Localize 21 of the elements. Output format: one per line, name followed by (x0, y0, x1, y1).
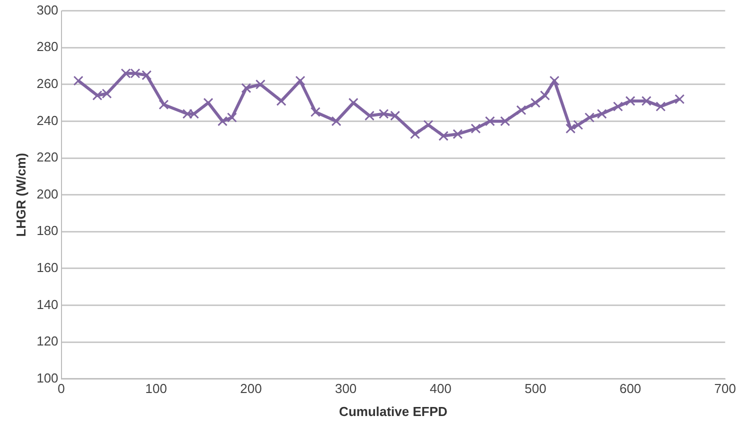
y-tick-label: 100 (36, 370, 58, 386)
x-tick-label: 300 (334, 381, 357, 396)
x-tick-label: 600 (619, 381, 642, 396)
y-axis-title: LHGR (W/cm) (13, 152, 28, 237)
y-tick-label: 140 (36, 296, 58, 312)
y-tick-label: 260 (36, 76, 58, 91)
y-tick-label: 220 (36, 150, 58, 165)
y-tick-label: 180 (36, 223, 58, 238)
x-tick-label: 500 (524, 381, 546, 396)
y-tick-label: 160 (36, 260, 58, 275)
x-tick-label: 200 (240, 381, 262, 396)
y-tick-label: 280 (36, 39, 58, 54)
y-tick-label: 300 (36, 2, 58, 18)
x-tick-label: 100 (145, 381, 167, 396)
x-tick-label: 400 (430, 381, 452, 396)
y-tick-label: 120 (36, 334, 58, 349)
x-axis-title: Cumulative EFPD (339, 404, 448, 419)
x-tick-label: 0 (58, 381, 65, 396)
y-tick-label: 200 (36, 186, 58, 202)
x-tick-label: 700 (714, 381, 736, 396)
y-tick-label: 240 (36, 112, 58, 128)
